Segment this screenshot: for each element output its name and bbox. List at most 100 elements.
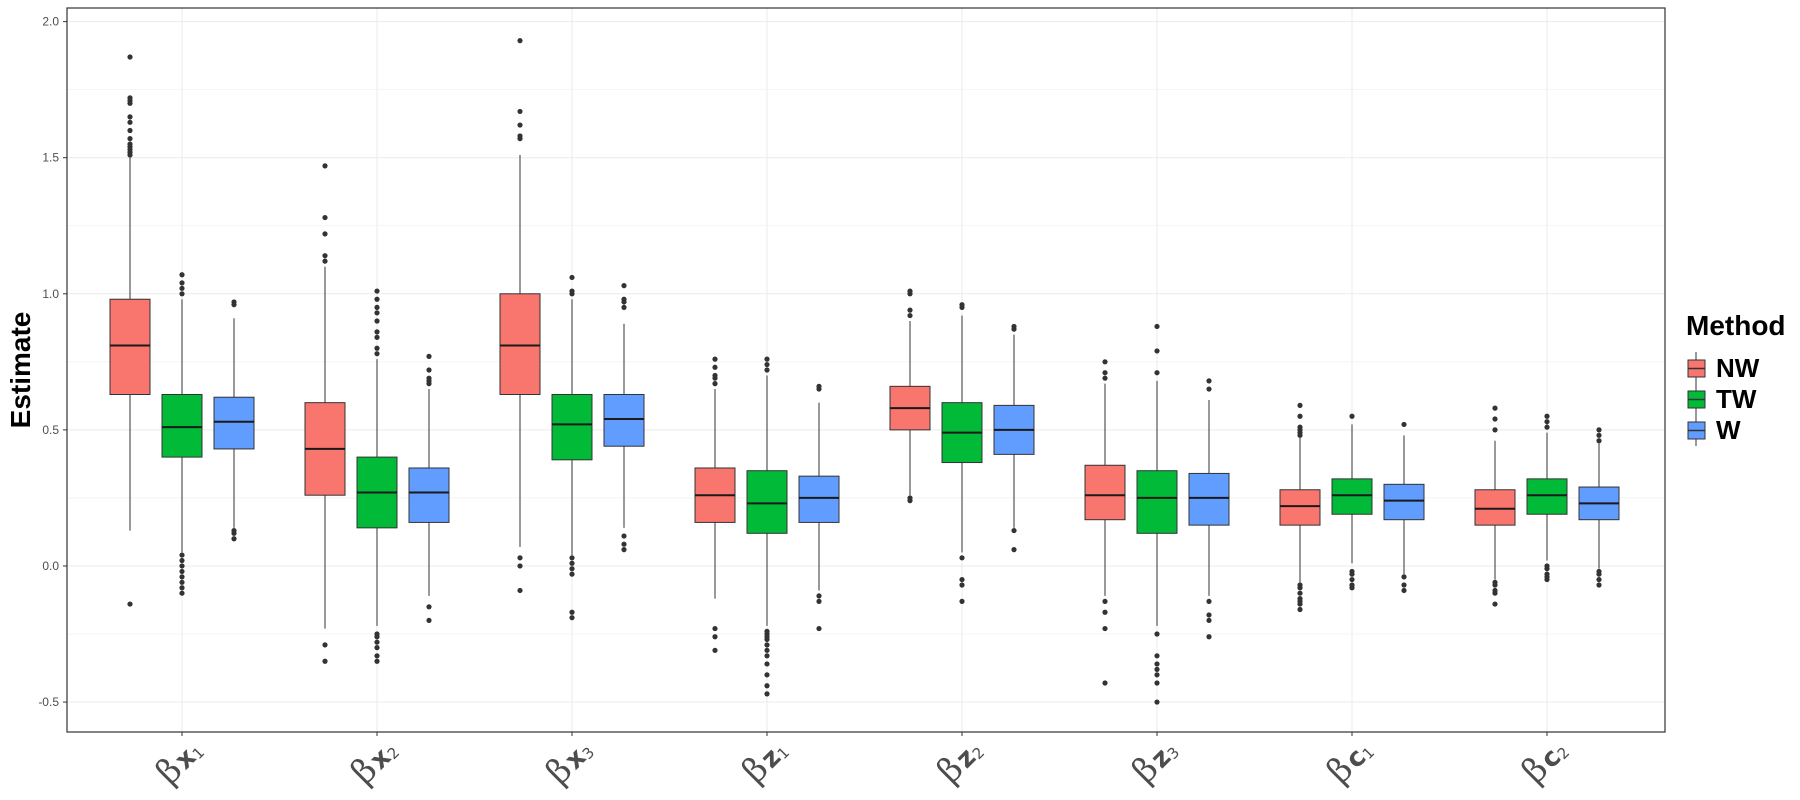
outlier-point xyxy=(1401,574,1407,580)
box-TW-4 xyxy=(941,302,983,604)
outlier-point xyxy=(764,653,770,659)
outlier-point xyxy=(231,299,237,305)
outlier-point xyxy=(322,642,328,648)
outlier-point xyxy=(1154,323,1160,330)
outlier-point xyxy=(712,372,718,379)
outlier-point xyxy=(374,329,380,335)
outlier-point xyxy=(569,615,575,621)
outlier-point xyxy=(374,645,380,651)
panel-border xyxy=(66,7,1666,733)
outlier-point xyxy=(179,590,185,596)
outlier-point xyxy=(1154,666,1160,672)
outlier-point xyxy=(1102,625,1108,632)
box-iqr xyxy=(1331,478,1373,515)
outlier-point xyxy=(1297,606,1303,613)
outlier-point xyxy=(374,634,380,640)
outlier-point xyxy=(1349,576,1355,583)
outlier-point xyxy=(1544,413,1550,419)
outlier-point xyxy=(1011,527,1017,534)
outlier-point xyxy=(1401,582,1407,588)
outlier-point xyxy=(374,310,380,316)
outlier-point xyxy=(127,601,133,607)
box-iqr xyxy=(1084,464,1126,521)
outlier-point xyxy=(1492,601,1498,607)
outlier-point xyxy=(1544,566,1550,572)
outlier-point xyxy=(569,571,575,577)
outlier-point xyxy=(231,530,237,536)
outlier-point xyxy=(517,122,523,128)
outlier-point xyxy=(1154,680,1160,686)
box-iqr xyxy=(798,475,840,523)
outlier-point xyxy=(569,274,575,281)
outlier-point xyxy=(374,653,380,659)
outlier-point xyxy=(764,636,770,643)
outlier-point xyxy=(517,108,523,115)
outlier-point xyxy=(322,163,328,169)
box-NW-0 xyxy=(109,54,151,607)
legend-key-NW xyxy=(1687,352,1706,384)
outlier-point xyxy=(1206,378,1212,384)
outlier-point xyxy=(1154,348,1160,354)
outlier-point xyxy=(907,498,913,504)
outlier-point xyxy=(712,356,718,362)
box-TW-5 xyxy=(1136,323,1178,705)
outlier-point xyxy=(179,568,185,575)
y-axis: -0.5 0.0 0.5 1.0 1.5 2.0 xyxy=(38,15,67,709)
outlier-point xyxy=(426,367,432,373)
outlier-point xyxy=(712,381,718,387)
outlier-point xyxy=(959,302,965,308)
outlier-point xyxy=(322,214,328,221)
outlier-point xyxy=(1596,576,1602,583)
box-iqr xyxy=(1383,483,1425,521)
outlier-point xyxy=(374,288,380,294)
outlier-point xyxy=(1206,386,1212,392)
outlier-point xyxy=(1544,576,1550,583)
outlier-point xyxy=(374,639,380,645)
outlier-point xyxy=(1544,424,1550,430)
outlier-point xyxy=(374,334,380,340)
legend-label: NW xyxy=(1716,353,1760,383)
outlier-point xyxy=(1206,617,1212,624)
box-iqr xyxy=(408,467,450,523)
outlier-point xyxy=(517,587,523,594)
outlier-point xyxy=(1297,413,1303,419)
outlier-point xyxy=(1011,323,1017,330)
outlier-point xyxy=(127,141,133,147)
y-tick-label: 0.5 xyxy=(42,423,59,437)
outlier-point xyxy=(517,555,523,561)
outlier-point xyxy=(712,364,718,370)
y-tick-label: -0.5 xyxy=(38,695,59,709)
outlier-point xyxy=(374,304,380,310)
outlier-point xyxy=(322,231,328,237)
outlier-point xyxy=(764,356,770,362)
box-iqr xyxy=(551,393,593,461)
outlier-point xyxy=(712,634,718,640)
outlier-point xyxy=(907,307,913,313)
outlier-point xyxy=(1492,590,1498,596)
outlier-point xyxy=(1401,587,1407,594)
legend-title: Method xyxy=(1686,310,1786,341)
outlier-point xyxy=(764,361,770,368)
box-W-7 xyxy=(1578,427,1620,588)
box-W-3 xyxy=(798,383,840,632)
outlier-point xyxy=(127,54,133,60)
outlier-point xyxy=(1297,402,1303,408)
outlier-point xyxy=(1154,661,1160,667)
box-TW-1 xyxy=(356,288,398,664)
outlier-point xyxy=(1297,424,1303,430)
outlier-point xyxy=(374,296,380,302)
outlier-point xyxy=(374,345,380,351)
outlier-point xyxy=(426,353,432,359)
box-TW-6 xyxy=(1331,413,1373,591)
outlier-point xyxy=(569,555,575,561)
outlier-point xyxy=(179,579,185,585)
y-tick-label: 1.5 xyxy=(42,151,59,165)
outlier-point xyxy=(816,593,822,599)
outlier-point xyxy=(179,280,185,286)
outlier-point xyxy=(1011,547,1017,553)
outlier-point xyxy=(569,560,575,566)
outlier-point xyxy=(1596,571,1602,577)
outlier-point xyxy=(621,304,627,310)
box-W-0 xyxy=(213,299,255,542)
